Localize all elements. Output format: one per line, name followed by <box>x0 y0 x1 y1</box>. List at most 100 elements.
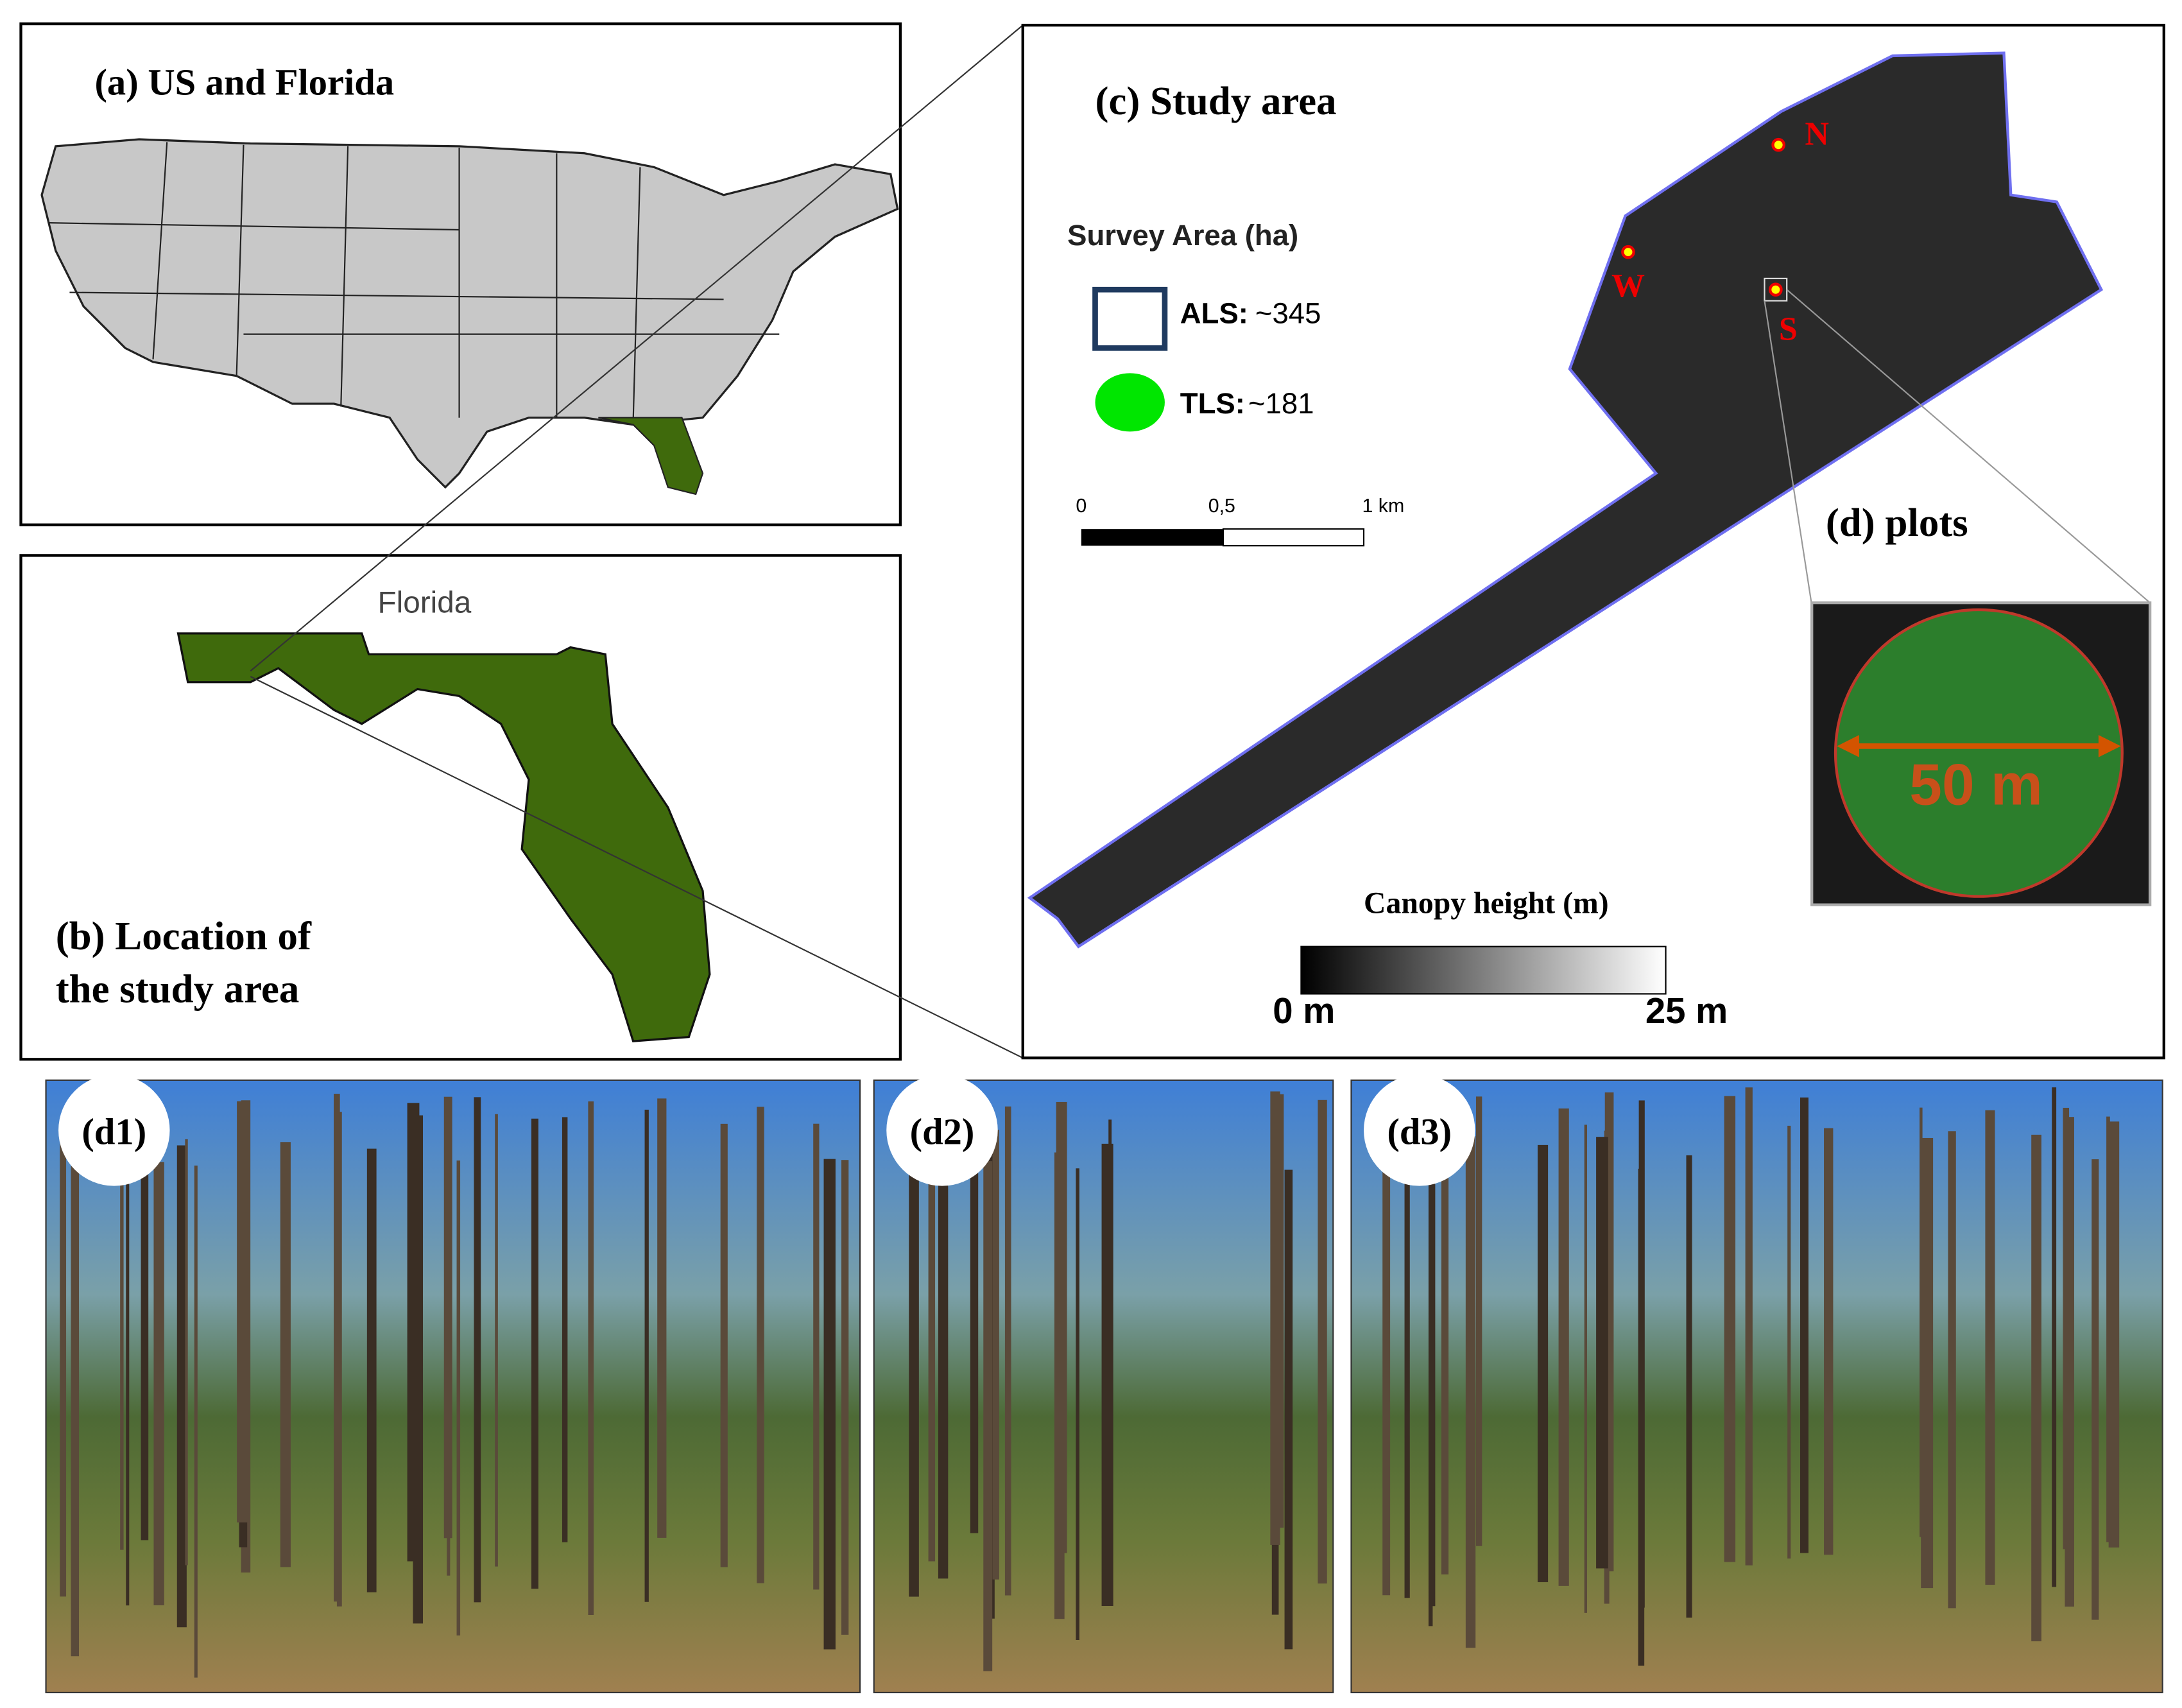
tree-trunk <box>970 1113 979 1533</box>
tree-trunk <box>1404 1128 1410 1598</box>
legend-title: Survey Area (ha) <box>1067 219 1298 252</box>
tree-trunk <box>1584 1125 1588 1613</box>
tree-trunk <box>1318 1100 1327 1584</box>
tree-trunk <box>1284 1169 1293 1650</box>
site-label: N <box>1805 116 1829 153</box>
photo-label: (d2) <box>910 1111 975 1153</box>
site-marker <box>1621 245 1635 259</box>
tree-trunk <box>153 1162 164 1605</box>
tree-trunk <box>366 1148 377 1592</box>
colorbar-label: 0 m <box>1273 990 1335 1031</box>
tree-trunk <box>938 1158 949 1579</box>
legend-value: ~345 <box>1255 297 1321 329</box>
site-label: S <box>1779 311 1798 347</box>
tree-trunk <box>1686 1155 1692 1618</box>
legend-label: ALS: <box>1180 297 1248 329</box>
tree-trunk <box>1596 1137 1608 1569</box>
connector <box>250 24 1024 672</box>
tree-trunk <box>334 1094 340 1602</box>
tree-trunk <box>1108 1119 1112 1555</box>
tree-trunk <box>928 1105 936 1562</box>
photo <box>1350 1079 2163 1694</box>
tree-trunk <box>813 1123 820 1590</box>
photo-label: (d1) <box>82 1111 146 1153</box>
scale-label: 1 km <box>1362 496 1404 517</box>
tree-trunk <box>2031 1134 2041 1642</box>
tree-trunk <box>720 1123 728 1567</box>
tree-trunk <box>336 1112 342 1607</box>
colorbar-label: 25 m <box>1645 990 1728 1031</box>
photos: (d1) (d2) (d3) <box>45 1074 2163 1694</box>
arrow-head <box>2098 735 2121 757</box>
tree-trunk <box>1724 1096 1736 1562</box>
site-marker <box>1771 137 1786 152</box>
tree-trunk <box>2106 1116 2110 1542</box>
tree-trunk <box>657 1098 667 1538</box>
panel-b-title: the study area <box>56 966 300 1011</box>
tree-trunk <box>992 1130 999 1580</box>
legend-tls-swatch <box>1095 373 1165 432</box>
florida-highlight <box>598 417 704 496</box>
legend-label: TLS: <box>1180 387 1245 420</box>
tree-trunk <box>909 1125 919 1597</box>
tree-trunk <box>1441 1150 1449 1574</box>
scale-bar <box>1222 528 1365 547</box>
photo-label-bg <box>886 1074 998 1186</box>
tree-trunk <box>1638 1168 1645 1666</box>
tree-trunk <box>194 1165 198 1678</box>
tree-trunk <box>120 1102 124 1550</box>
connector <box>250 676 1024 1059</box>
tree-trunk <box>60 1135 67 1597</box>
panel-b-title: (b) Location of <box>56 913 312 958</box>
panel-d-title: (d) plots <box>1826 500 1968 545</box>
tree-trunk <box>126 1121 130 1606</box>
photo-label-bg <box>58 1074 170 1186</box>
tree-trunk <box>1985 1110 1995 1585</box>
colorbar <box>1300 945 1667 995</box>
tree-trunk <box>1537 1144 1549 1582</box>
tree-trunk <box>456 1160 461 1636</box>
site-label: W <box>1611 268 1645 304</box>
photo <box>45 1079 861 1694</box>
study-area <box>1027 51 2104 949</box>
tree-trunk <box>1382 1124 1391 1596</box>
tree-trunk <box>1056 1101 1067 1553</box>
legend-als-swatch <box>1092 286 1168 351</box>
diameter-label: 50 m <box>1909 753 2043 818</box>
photo-label-bg <box>1364 1074 1475 1186</box>
legend-value: ~181 <box>1248 387 1314 420</box>
tree-trunk <box>588 1101 594 1615</box>
tree-trunk <box>1465 1136 1476 1648</box>
tree-trunk <box>176 1145 187 1628</box>
tree-trunk <box>1558 1108 1569 1586</box>
tree-trunk <box>1429 1123 1436 1607</box>
panel-c-title: (c) Study area <box>1095 78 1337 123</box>
site-marker <box>1768 282 1783 297</box>
tree-trunk <box>237 1101 248 1523</box>
tree-trunk <box>2108 1121 2120 1548</box>
scale-label: 0 <box>1076 496 1087 517</box>
tree-trunk <box>983 1161 993 1671</box>
tree-trunk <box>1948 1131 1956 1609</box>
tree-trunk <box>1920 1107 1923 1537</box>
tree-trunk <box>1824 1128 1834 1555</box>
colorbar-title: Canopy height (m) <box>1364 886 1609 920</box>
tree-trunk <box>1800 1097 1808 1553</box>
scale-bar <box>1081 529 1223 546</box>
tree-trunk <box>1076 1168 1079 1640</box>
tree-trunk <box>1787 1125 1791 1559</box>
tree-trunk <box>2092 1159 2099 1620</box>
tree-trunk <box>2065 1117 2074 1607</box>
tree-trunk <box>823 1159 836 1650</box>
plot-circle <box>1834 608 2124 898</box>
tree-trunk <box>2052 1087 2057 1587</box>
state-lines <box>48 142 780 422</box>
photo-label: (d3) <box>1387 1111 1452 1153</box>
tree-trunk <box>531 1118 538 1589</box>
tree-trunk <box>185 1139 188 1566</box>
tree-trunk <box>1921 1137 1934 1589</box>
tree-trunk <box>1275 1094 1284 1528</box>
tree-trunk <box>562 1117 568 1542</box>
panel-b-frame <box>19 554 902 1061</box>
